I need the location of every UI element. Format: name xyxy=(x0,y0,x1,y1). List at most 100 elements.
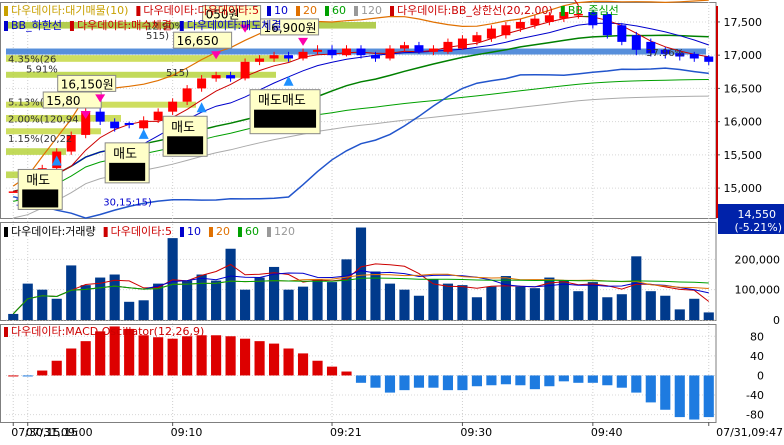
candle-body xyxy=(617,25,626,42)
macd-y-tick: 80 xyxy=(750,330,764,343)
candle-body xyxy=(458,39,467,49)
price-legend-item: 다우데이타:대기매물(10) xyxy=(11,4,128,17)
price-legend-item: BB_중심선 xyxy=(568,4,619,17)
volume-profile-label: 2.00%(120,94 xyxy=(8,114,79,125)
candle-body xyxy=(472,35,481,42)
sell-label: 매도 xyxy=(171,120,195,135)
candle-body xyxy=(328,50,337,55)
price-y-tick: 15,000 xyxy=(724,182,763,195)
candle-body xyxy=(212,75,221,78)
volume-bar xyxy=(689,299,699,320)
candle-body xyxy=(704,56,713,61)
volume-y-tick: 200,000 xyxy=(735,253,781,266)
price-legend-item: 다우데이타:매수체결 xyxy=(77,19,172,32)
legend-swatch xyxy=(4,6,8,16)
volume-bar xyxy=(443,284,453,320)
price-y-tick: 16,500 xyxy=(724,82,763,95)
sell-label: 매도 xyxy=(113,147,137,162)
candle-body xyxy=(501,25,510,35)
macd-y-tick: -80 xyxy=(746,409,764,422)
candle-body xyxy=(270,55,279,58)
current-change: (-5.21%) xyxy=(735,221,783,234)
volume-bar xyxy=(385,284,395,320)
macd-bar xyxy=(443,375,453,390)
volume-profile-label: 5.91% xyxy=(26,64,58,75)
candle-body xyxy=(357,49,366,56)
volume-bar xyxy=(139,300,149,320)
candle-body xyxy=(110,122,119,129)
macd-bar xyxy=(269,344,279,376)
volume-bar xyxy=(573,291,583,320)
macd-bar xyxy=(312,361,322,376)
volume-y-tick: 0 xyxy=(773,314,780,327)
candle-body xyxy=(342,49,351,56)
macd-bar xyxy=(559,375,569,381)
candle-body xyxy=(226,75,235,78)
volume-bar xyxy=(428,279,438,320)
macd-legend-item: 다우데이타:MACD Oscillator(12,26,9) xyxy=(11,325,204,338)
x-axis-tick: 09:30 xyxy=(460,426,492,439)
macd-bar xyxy=(52,361,62,376)
macd-bar xyxy=(37,371,47,376)
volume-bar xyxy=(704,312,714,320)
candle-body xyxy=(241,62,250,79)
macd-y-tick: 0 xyxy=(757,369,764,382)
macd-bar xyxy=(66,349,76,376)
macd-bar xyxy=(356,375,366,382)
volume-bar xyxy=(240,290,250,320)
price-legend-item: 다우데이타:매도체결 xyxy=(187,19,282,32)
macd-bar xyxy=(370,375,380,387)
volume-legend-item: 10 xyxy=(187,225,201,238)
low-price-time: 30,15:15) xyxy=(103,197,152,208)
price-y-tick: 17,500 xyxy=(724,16,763,29)
legend-swatch xyxy=(296,6,300,16)
volume-legend-item: 20 xyxy=(216,225,230,238)
candle-body xyxy=(385,49,394,59)
volume-bar xyxy=(37,290,47,320)
volume-profile-label: 37.96% xyxy=(646,48,684,59)
volume-bar xyxy=(182,281,192,320)
redacted-block xyxy=(109,163,145,181)
macd-bar xyxy=(327,367,337,376)
price-y-tick: 15,500 xyxy=(724,149,763,162)
legend-swatch xyxy=(104,227,108,237)
volume-bar xyxy=(226,249,236,320)
volume-bar xyxy=(646,291,656,320)
macd-bar xyxy=(23,375,33,376)
buy-label: 16,650 xyxy=(177,34,219,48)
candle-body xyxy=(690,54,699,59)
macd-bar xyxy=(385,375,395,392)
legend-swatch xyxy=(354,6,358,16)
macd-bar xyxy=(428,375,438,387)
volume-bar xyxy=(81,285,91,320)
legend-swatch xyxy=(4,227,8,237)
volume-bar xyxy=(52,299,62,320)
volume-bar xyxy=(124,302,134,320)
price-legend-item: 다우데이타:BB_상한선(20,2.00) xyxy=(397,4,553,17)
x-axis-tick: 07/31,09:00 xyxy=(26,426,93,439)
macd-bar xyxy=(255,341,265,375)
redacted-block xyxy=(254,110,316,128)
redacted-block xyxy=(22,189,58,207)
volume-bar xyxy=(501,276,511,320)
x-axis-tick: 07/31,09:47 xyxy=(716,426,783,439)
volume-legend-item: 다우데이타:5 xyxy=(111,225,172,238)
candle-body xyxy=(429,49,438,52)
volume-profile-label: 1.15%(20,22 xyxy=(8,134,72,145)
current-price: 14,550 xyxy=(738,208,777,221)
x-axis-tick: 09:10 xyxy=(171,426,203,439)
volume-bar xyxy=(283,290,293,320)
legend-swatch xyxy=(390,6,394,16)
candle-body xyxy=(96,112,105,122)
candle-body xyxy=(197,78,206,88)
macd-bar xyxy=(486,375,496,385)
candle-body xyxy=(400,45,409,48)
macd-bar xyxy=(675,375,685,417)
sell-label: 매도 xyxy=(26,173,50,188)
volume-bar xyxy=(356,228,366,320)
legend-swatch xyxy=(4,327,8,337)
volume-bar xyxy=(675,309,685,320)
macd-bar xyxy=(573,375,583,382)
volume-bar xyxy=(66,265,76,320)
